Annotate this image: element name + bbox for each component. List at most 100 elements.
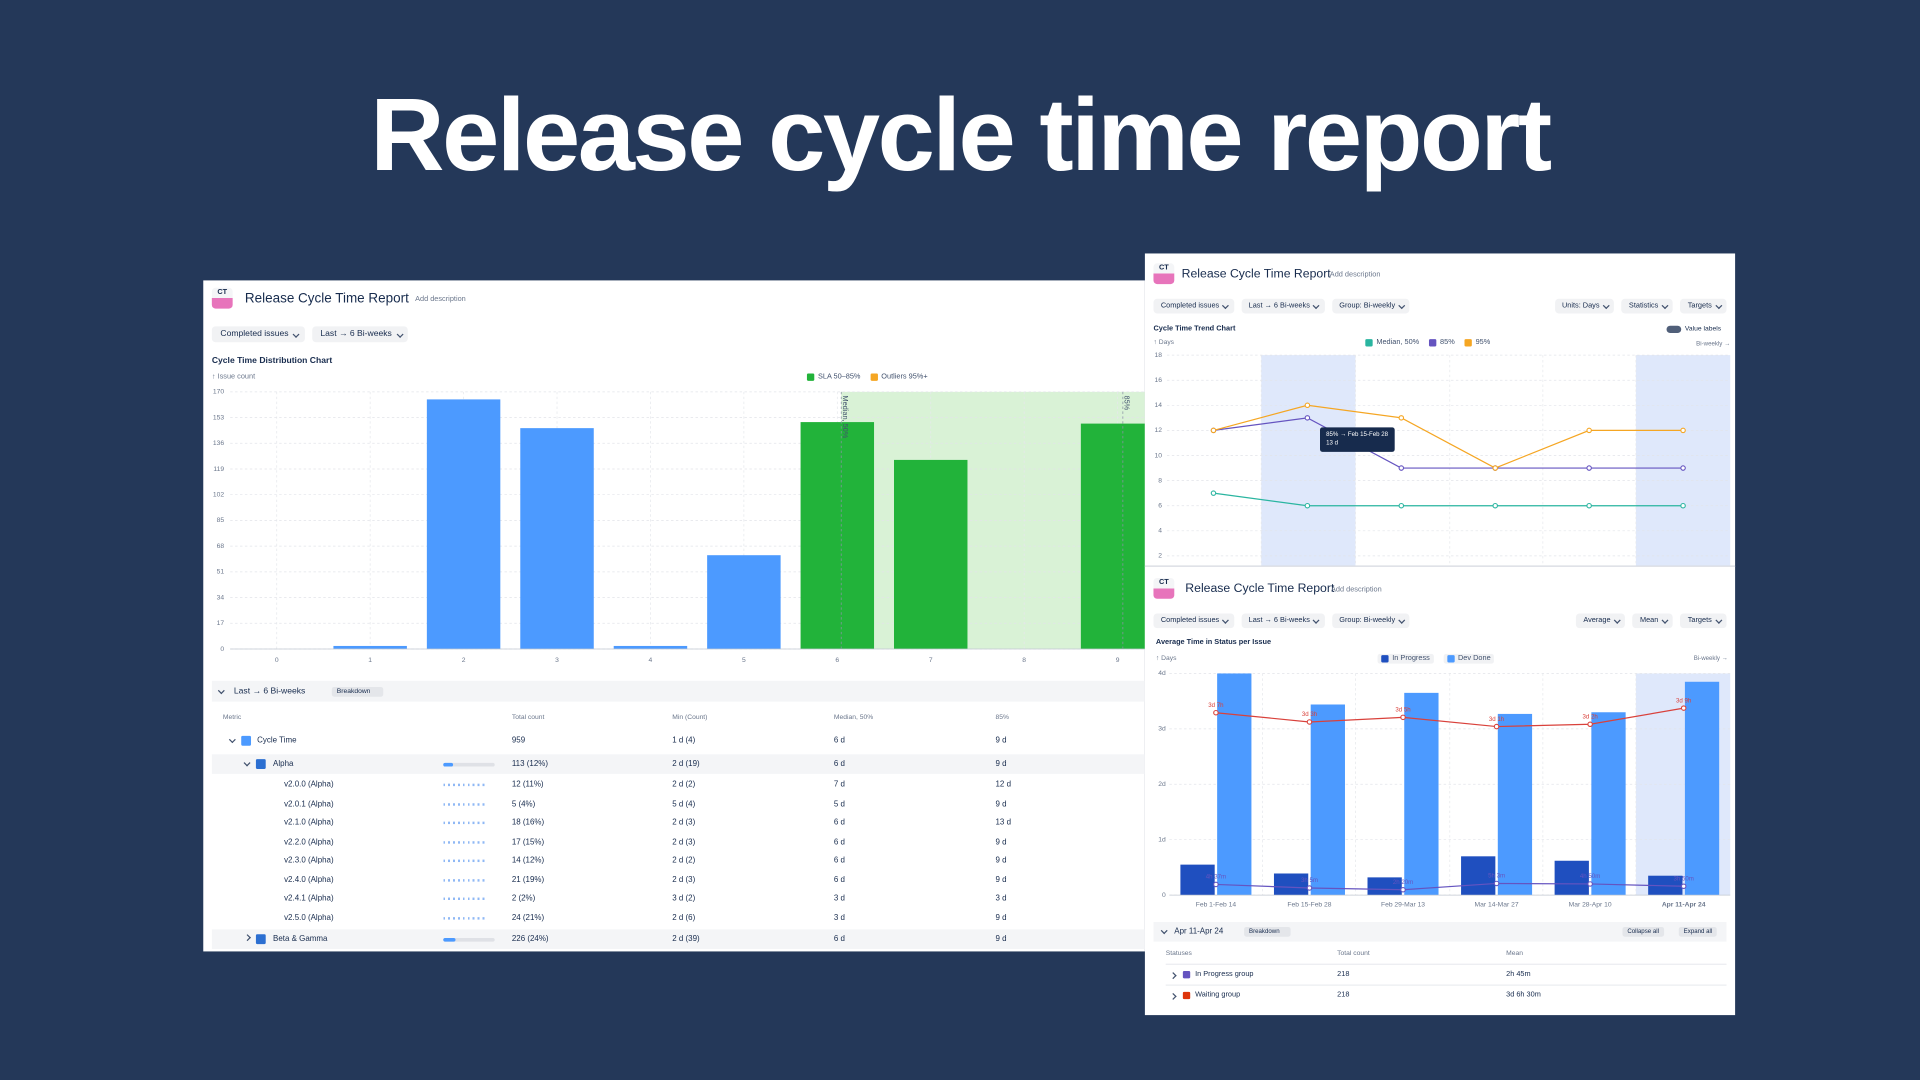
filter-button[interactable]: Completed issues <box>1153 613 1234 629</box>
filter-button[interactable]: Units: Days <box>1554 298 1615 314</box>
column-header: Mean <box>1506 950 1523 958</box>
filter-button[interactable]: Targets <box>1680 298 1727 314</box>
y-tick-label: 2 <box>1158 553 1162 560</box>
table-cell: 113 (12%) <box>511 759 548 769</box>
filter-button[interactable]: Completed issues <box>1153 298 1234 314</box>
toggle-label: Value labels <box>1684 325 1722 334</box>
share-dots <box>443 859 488 863</box>
report-title: Release Cycle Time Report <box>1185 582 1335 596</box>
share-dots <box>443 917 488 920</box>
line-point <box>1306 885 1313 891</box>
y-axis-label: ↑ Days <box>1155 655 1177 663</box>
group-icon <box>255 759 266 769</box>
app-logo: CT <box>1153 577 1175 599</box>
add-description: Add description <box>415 296 466 304</box>
row-highlight <box>211 929 1145 949</box>
table-cell: 3d 6h 30m <box>1506 991 1541 1000</box>
app-logo: CT <box>211 287 233 309</box>
table-cell: 218 <box>1337 991 1350 1000</box>
row-highlight <box>211 754 1145 774</box>
value-label: 3h 50m <box>1673 876 1693 883</box>
filter-button[interactable]: Targets <box>1680 613 1727 629</box>
x-tick-label: Feb 1-Feb 14 <box>1196 902 1237 909</box>
x-tick-label: 2 <box>462 657 466 664</box>
highlight-column <box>1261 355 1356 566</box>
y-tick-label: 153 <box>213 414 224 421</box>
table-cell: 2h 45m <box>1506 971 1531 979</box>
share-bar-track <box>443 937 495 942</box>
filter-button[interactable]: Last → 6 Bi-weeks <box>311 326 408 343</box>
filter-button[interactable]: Group: Bi-weekly <box>1331 613 1410 629</box>
x-axis-label: Bi-weekly → <box>1696 340 1731 348</box>
breakdown-button: Breakdown <box>1244 926 1291 937</box>
y-tick-label: 102 <box>213 491 224 498</box>
x-tick-label: 4 <box>649 657 653 664</box>
bar <box>894 459 968 649</box>
bar <box>1404 692 1439 896</box>
row-label: Waiting group <box>1195 991 1241 1000</box>
y-tick-label: 85 <box>217 517 225 524</box>
table-cell: 5 (4%) <box>511 800 536 809</box>
trend-line <box>1213 492 1684 507</box>
table-cell: 3 d <box>833 894 845 904</box>
status-swatch <box>1182 971 1191 979</box>
filter-button[interactable]: Group: Bi-weekly <box>1331 298 1410 314</box>
x-axis-label: Bi-weekly → <box>1693 655 1728 663</box>
legend-swatch <box>1381 655 1389 663</box>
y-tick-label: 68 <box>217 543 225 550</box>
line-point <box>1680 883 1687 890</box>
legend-label: 95% <box>1475 339 1491 347</box>
legend-swatch <box>1365 339 1373 347</box>
legend-label: Outliers 95%+ <box>881 373 928 381</box>
table-cell: 6 d <box>833 759 845 769</box>
legend-item: Median, 50% <box>1365 339 1419 347</box>
share-bar-fill <box>443 762 454 766</box>
legend-swatch <box>1464 339 1472 347</box>
y-tick-label: 4d <box>1158 670 1166 677</box>
filter-button[interactable]: Completed issues <box>211 326 305 343</box>
filter-button[interactable]: Last → 6 Bi-weeks <box>1241 298 1325 314</box>
table-cell: 9 d <box>995 914 1007 923</box>
bar <box>1497 713 1533 896</box>
bar <box>1180 864 1215 896</box>
filter-button[interactable]: Average <box>1575 613 1626 629</box>
line-point <box>1586 465 1592 471</box>
filter-button[interactable]: Last → 6 Bi-weeks <box>1241 613 1325 629</box>
group-icon <box>255 934 266 945</box>
y-tick-label: 14 <box>1155 402 1163 409</box>
table-cell: 2 d (19) <box>672 759 700 769</box>
distribution-panel: 0 17 34 51 68 85 102 119 136 153 170 0 1 2 3 4 5 6 7 8 9 Medi… <box>203 280 1145 952</box>
table-cell: 2 d (2) <box>672 780 696 790</box>
row-label: v2.0.1 (Alpha) <box>284 800 334 809</box>
filter-button[interactable]: Mean <box>1632 613 1674 629</box>
bar <box>520 428 594 649</box>
y-tick-label: 16 <box>1155 377 1163 384</box>
table-cell: 9 d <box>995 800 1007 809</box>
section-title: Last → 6 Bi-weeks <box>233 686 306 696</box>
bar <box>707 555 781 649</box>
line-point <box>1680 502 1686 509</box>
toggle-switch[interactable] <box>1666 325 1682 334</box>
bar <box>1080 423 1145 649</box>
bar <box>1310 704 1345 896</box>
table-action: Expand all <box>1678 926 1718 937</box>
x-tick-label: Mar 28-Apr 10 <box>1569 902 1612 909</box>
trend-line <box>1213 404 1684 469</box>
line-point <box>1680 427 1686 434</box>
filter-button[interactable]: Statistics <box>1621 298 1674 314</box>
row-label: v2.2.0 (Alpha) <box>284 838 334 847</box>
line-point <box>1587 881 1593 887</box>
value-label: 3d 2h <box>1582 714 1597 721</box>
trend-panel: 2 4 6 8 10 12 14 16 18 CT Release Cycle Time Repo… <box>1144 253 1736 566</box>
bar <box>1591 712 1626 896</box>
x-tick-label: Apr 11-Apr 24 <box>1662 902 1706 909</box>
bar <box>1684 681 1720 896</box>
legend-swatch <box>806 373 815 381</box>
trend-line <box>1213 417 1684 469</box>
table-cell: 6 d <box>833 838 845 847</box>
column-header: Min (Count) <box>672 713 708 722</box>
share-dots <box>443 821 488 825</box>
legend-label: Dev Done <box>1457 655 1491 663</box>
table-cell: 5 d <box>833 800 845 809</box>
bar <box>333 645 407 649</box>
